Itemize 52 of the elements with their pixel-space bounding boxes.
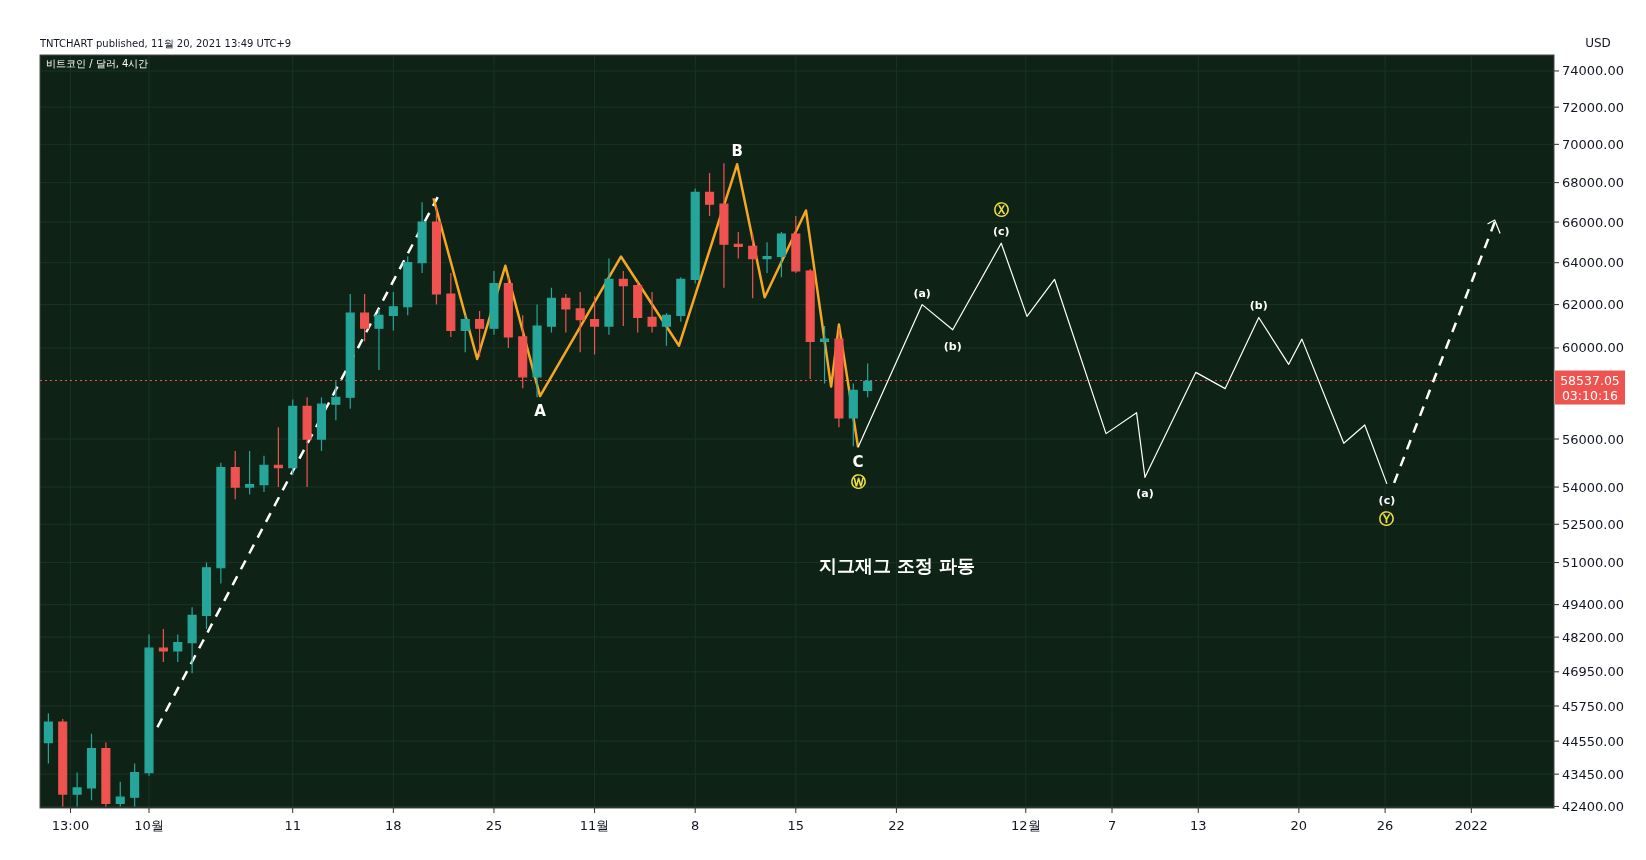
x-tick-label: 2022 — [1454, 818, 1488, 833]
annotation: (c) — [992, 225, 1010, 239]
y-tick-label: 42400.00 — [1562, 798, 1625, 814]
x-tick-label: 8 — [691, 818, 700, 833]
annotation: (a) — [1136, 487, 1154, 501]
x-tick-label: 26 — [1376, 818, 1394, 833]
x-tick-label: 15 — [787, 818, 805, 833]
ref-line-label: 58537.05 — [1560, 373, 1620, 389]
x-tick-label: 12월 — [1011, 818, 1041, 833]
y-tick-label: 60000.00 — [1562, 340, 1625, 356]
annotation: 지그재그 조정 파동 — [818, 555, 976, 576]
y-tick-label: 45750.00 — [1562, 698, 1625, 714]
annotation: (b) — [1249, 299, 1268, 313]
annotation: (c) — [1378, 493, 1396, 507]
x-tick-label: 13:00 — [51, 818, 90, 833]
y-tick-label: 74000.00 — [1562, 63, 1625, 79]
y-tick-label: 44550.00 — [1562, 733, 1625, 749]
x-tick-label: 10월 — [134, 818, 164, 833]
annotation: Ⓧ — [993, 201, 1009, 220]
x-tick-label: 25 — [485, 818, 503, 833]
y-tick-label: 48200.00 — [1562, 629, 1625, 645]
chart-title: 비트코인 / 달러, 4시간 — [46, 58, 149, 69]
x-tick-label: 7 — [1107, 818, 1117, 833]
y-tick-label: 64000.00 — [1562, 255, 1625, 271]
y-tick-label: 46950.00 — [1562, 664, 1625, 680]
annotation: B — [731, 142, 743, 161]
y-tick-label: 54000.00 — [1562, 479, 1625, 495]
y-tick-label: 51000.00 — [1562, 555, 1625, 571]
annotation: (b) — [943, 339, 962, 353]
annotation: (a) — [913, 286, 931, 300]
x-tick-label: 11 — [284, 818, 302, 833]
x-tick-label: 11월 — [579, 818, 610, 833]
x-tick-label: 22 — [888, 818, 905, 833]
y-axis-title: USD — [1585, 36, 1611, 50]
y-tick-label: 52500.00 — [1562, 516, 1625, 532]
annotation: Ⓦ — [850, 473, 866, 492]
annotation: Ⓨ — [1379, 509, 1395, 528]
chart-subtitle: TNTCHART published, 11월 20, 2021 13:49 UTC+9 — [39, 38, 292, 49]
annotation: C — [852, 453, 864, 472]
y-tick-label: 49400.00 — [1562, 597, 1625, 613]
x-tick-label: 20 — [1290, 818, 1308, 833]
y-tick-label: 43450.00 — [1562, 766, 1625, 782]
text: 03:10:16 — [1561, 387, 1619, 403]
y-tick-label: 68000.00 — [1562, 175, 1625, 191]
y-tick-label: 62000.00 — [1562, 297, 1625, 313]
y-tick-label: 66000.00 — [1562, 214, 1625, 230]
x-tick-label: 18 — [385, 818, 402, 833]
y-tick-label: 72000.00 — [1562, 99, 1625, 115]
y-tick-label: 70000.00 — [1562, 136, 1625, 152]
x-tick-label: 13 — [1189, 818, 1207, 833]
annotation: A — [534, 402, 547, 421]
y-tick-label: 56000.00 — [1562, 431, 1625, 447]
